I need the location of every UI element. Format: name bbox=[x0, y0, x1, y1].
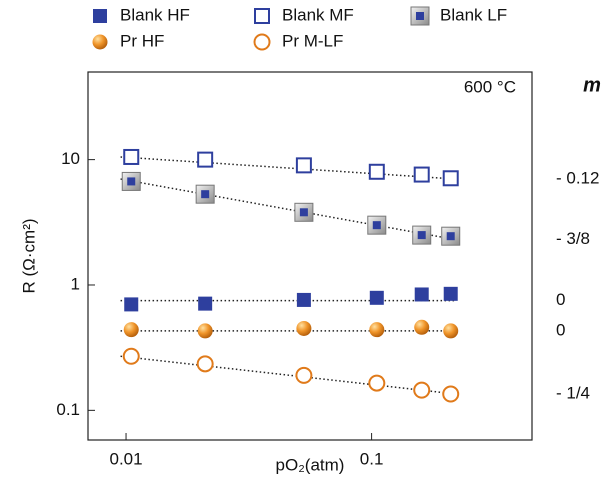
legend-label: Blank MF bbox=[282, 5, 354, 24]
annotation: 600 °C bbox=[464, 77, 516, 96]
point bbox=[412, 225, 432, 245]
point bbox=[296, 292, 311, 307]
marker-core bbox=[201, 190, 210, 199]
y-tick-label: 10 bbox=[61, 149, 80, 168]
legend-label: Pr HF bbox=[120, 31, 164, 50]
slope-header: m bbox=[583, 74, 601, 96]
point bbox=[368, 163, 385, 180]
marker-core bbox=[417, 231, 426, 240]
point bbox=[442, 170, 459, 187]
fit-line bbox=[120, 355, 456, 395]
point bbox=[368, 374, 386, 392]
legend-marker bbox=[410, 6, 430, 26]
y-tick-label: 0.1 bbox=[56, 400, 80, 419]
point bbox=[414, 287, 429, 302]
marker-core bbox=[372, 221, 381, 230]
marker-core bbox=[127, 177, 136, 186]
x-axis-label: pO₂(atm) bbox=[276, 455, 345, 474]
legend-marker bbox=[254, 8, 270, 24]
point bbox=[197, 323, 213, 339]
point bbox=[295, 366, 313, 384]
legend-label: Blank HF bbox=[120, 5, 190, 24]
legend-marker bbox=[253, 33, 271, 51]
point bbox=[198, 296, 213, 311]
y-tick-label: 1 bbox=[71, 274, 80, 293]
slope-label: - 1/4 bbox=[556, 383, 590, 402]
point bbox=[123, 148, 140, 165]
marker-core bbox=[299, 208, 308, 217]
point bbox=[122, 347, 140, 365]
point bbox=[441, 226, 461, 246]
legend-label: Blank LF bbox=[440, 5, 507, 24]
point bbox=[294, 202, 314, 222]
point bbox=[197, 151, 214, 168]
slope-label: - 0.12 bbox=[556, 169, 599, 188]
marker-core bbox=[416, 12, 424, 20]
point bbox=[121, 171, 141, 191]
point bbox=[367, 215, 387, 235]
point bbox=[196, 355, 214, 373]
slope-label: 0 bbox=[556, 290, 565, 309]
fit-line bbox=[120, 156, 456, 180]
x-tick-label: 0.01 bbox=[109, 449, 142, 468]
point bbox=[414, 319, 430, 335]
point bbox=[295, 157, 312, 174]
point bbox=[442, 385, 460, 403]
fit-line bbox=[120, 178, 456, 241]
y-axis-label: R (Ω·cm²) bbox=[19, 218, 38, 293]
point bbox=[123, 322, 139, 338]
point bbox=[443, 286, 458, 301]
legend-marker bbox=[93, 9, 107, 23]
point bbox=[413, 166, 430, 183]
legend-label: Pr M-LF bbox=[282, 31, 343, 50]
point bbox=[369, 290, 384, 305]
point bbox=[443, 323, 459, 339]
x-tick-label: 0.1 bbox=[360, 449, 384, 468]
slope-label: - 3/8 bbox=[556, 229, 590, 248]
point bbox=[296, 320, 312, 336]
point bbox=[413, 381, 431, 399]
legend-marker bbox=[92, 34, 108, 50]
point bbox=[124, 297, 139, 312]
slope-label: 0 bbox=[556, 320, 565, 339]
plot-frame bbox=[87, 71, 533, 441]
point bbox=[195, 184, 215, 204]
marker-core bbox=[446, 232, 455, 241]
point bbox=[369, 322, 385, 338]
